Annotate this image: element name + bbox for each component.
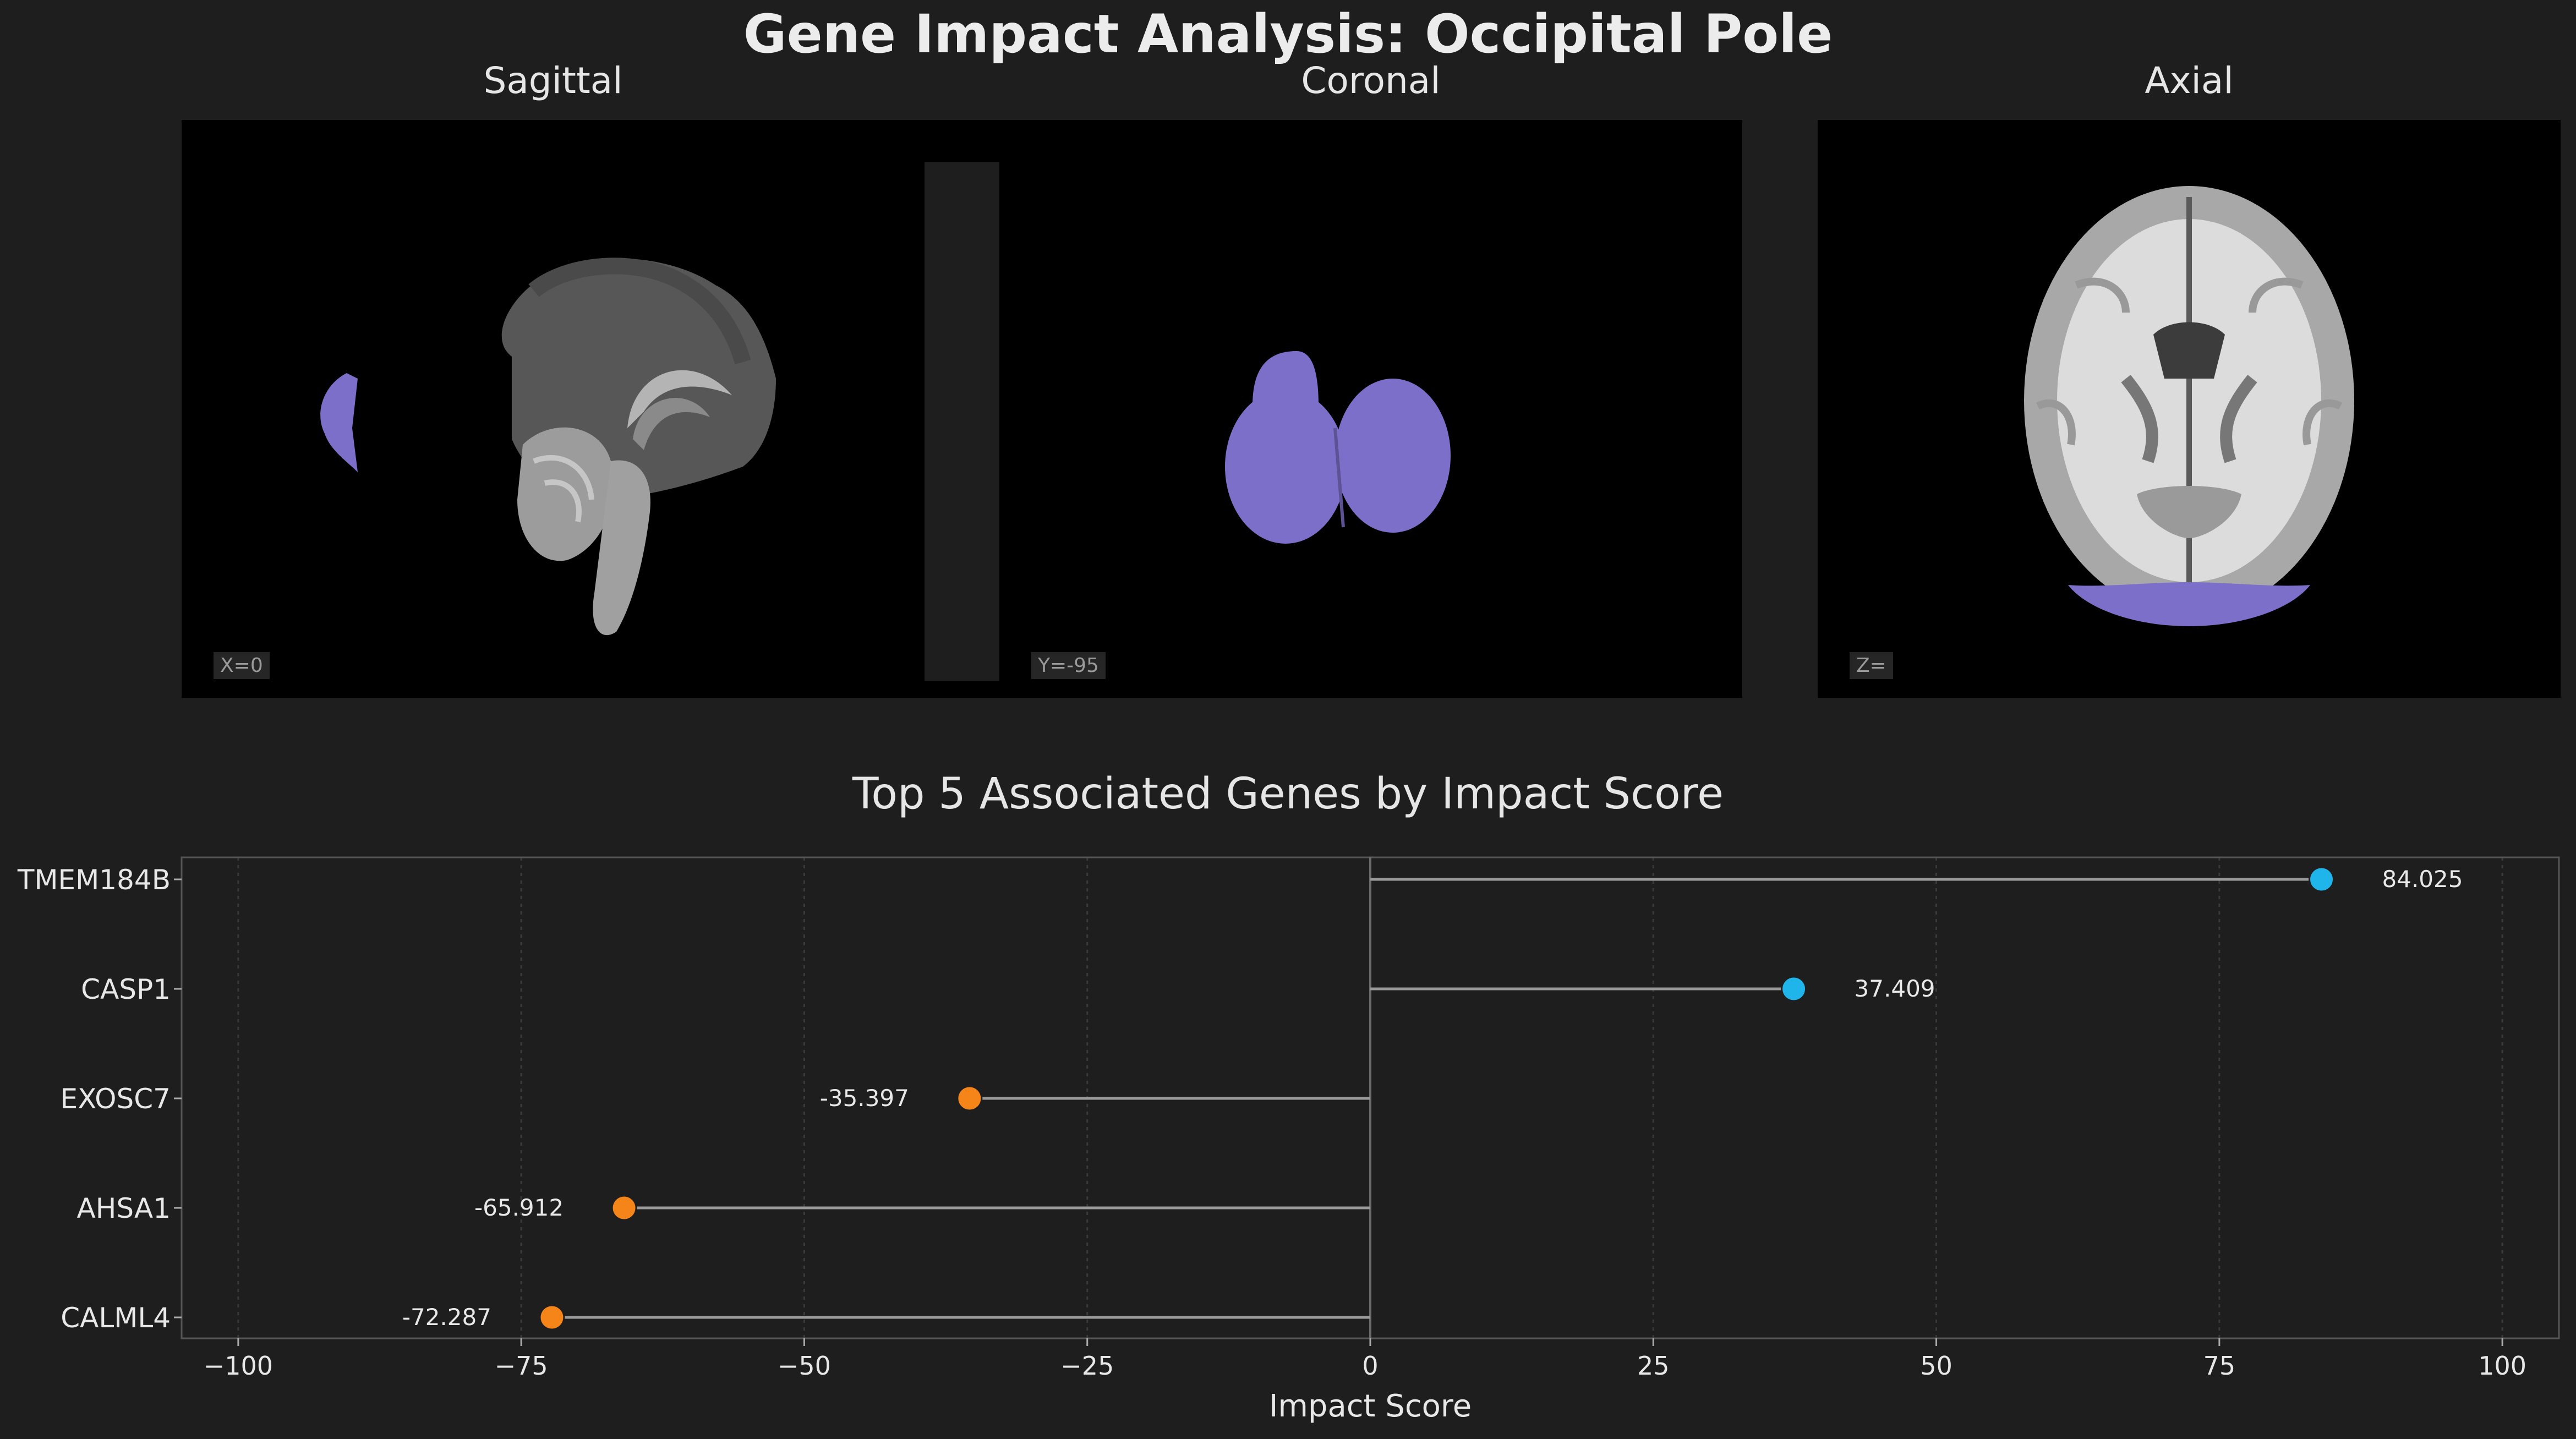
labels-layer: 84.025 37.409 -35.397 -65.912 -72.287 (402, 866, 2463, 1331)
y-tick-label: EXOSC7 (61, 1083, 171, 1115)
data-label: 37.409 (1855, 975, 1935, 1002)
axial-coord-label: Z= (1850, 652, 1893, 679)
data-point (539, 1304, 565, 1331)
coronal-view-title: Coronal (1301, 59, 1441, 102)
coronal-coord-label: Y=-95 (1031, 652, 1106, 679)
sagittal-coord-label: X=0 (214, 652, 270, 679)
chart-title: Top 5 Associated Genes by Impact Score (852, 769, 1724, 819)
axial-brain-image (2024, 186, 2354, 626)
coronal-brain-view: Y=-95 (999, 120, 1742, 698)
x-tick-label: −75 (495, 1351, 548, 1381)
y-tick-label: CALML4 (61, 1302, 171, 1334)
x-tick-label: −100 (204, 1351, 273, 1381)
sagittal-view-title: Sagittal (483, 59, 623, 102)
x-tick-label: −25 (1060, 1351, 1114, 1381)
x-tick-label: 25 (1637, 1351, 1670, 1381)
points-layer (539, 866, 2335, 1331)
x-tick-label: 0 (1362, 1351, 1378, 1381)
y-tick-label: CASP1 (81, 973, 171, 1005)
data-point (1781, 976, 1807, 1002)
data-point (956, 1085, 983, 1112)
stems-layer (551, 878, 2322, 1319)
data-label: -72.287 (402, 1304, 491, 1331)
panel-connector-top (925, 120, 1002, 162)
data-label: 84.025 (2382, 866, 2463, 893)
data-point (611, 1195, 637, 1221)
data-label: -65.912 (474, 1194, 564, 1221)
x-tick-label: −50 (778, 1351, 831, 1381)
page-title: Gene Impact Analysis: Occipital Pole (743, 3, 1833, 65)
axial-view-title: Axial (2145, 59, 2234, 102)
data-label: -35.397 (820, 1085, 909, 1112)
x-tick-label: 75 (2203, 1351, 2236, 1381)
x-axis-ticks: −100 −75 −50 −25 0 25 50 75 100 (204, 1338, 2526, 1381)
x-tick-label: 50 (1920, 1351, 1952, 1381)
x-tick-label: 100 (2478, 1351, 2526, 1381)
y-axis-ticks: TMEM184B CASP1 EXOSC7 AHSA1 CALML4 (17, 864, 182, 1334)
panel-connector-bottom (925, 681, 1002, 698)
y-tick-label: AHSA1 (77, 1192, 171, 1224)
data-point (2309, 866, 2335, 893)
sagittal-brain-view: X=0 (182, 120, 925, 698)
axial-brain-view: Z= (1818, 120, 2561, 698)
coronal-brain-image (1225, 351, 1451, 544)
sagittal-brain-image (320, 258, 776, 636)
y-tick-label: TMEM184B (17, 864, 171, 896)
x-axis-label: Impact Score (1269, 1388, 1472, 1424)
